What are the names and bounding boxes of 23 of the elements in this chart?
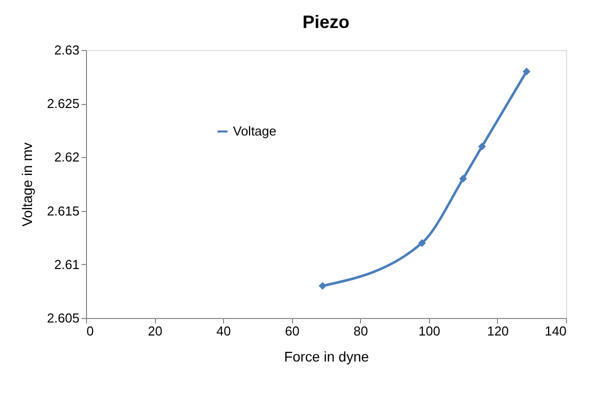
x-tick-label: 100 — [418, 324, 440, 338]
y-tick-label: 2.61 — [54, 256, 80, 272]
y-tick-label: 2.625 — [46, 96, 80, 112]
point — [478, 142, 486, 150]
x-tick-label: 140 — [544, 324, 566, 338]
x-axis-title: Force in dyne — [284, 348, 370, 364]
point — [418, 239, 426, 247]
point — [459, 174, 468, 183]
y-tick-label: 2.62 — [54, 150, 80, 165]
x-tick-label: 20 — [148, 324, 162, 338]
x-tick-label: 80 — [354, 324, 368, 338]
point — [522, 68, 530, 76]
y-tick-label: 2.615 — [46, 203, 80, 218]
chart-title: Piezo — [302, 12, 350, 32]
legend-label: Voltage — [233, 124, 276, 138]
x-tick-label: 120 — [487, 324, 509, 338]
point — [318, 282, 326, 290]
y-axis-title: Voltage in mv — [18, 142, 35, 227]
y-tick-label: 2.63 — [54, 42, 80, 58]
y-tick-label: 2.605 — [46, 310, 80, 326]
x-tick-label: 40 — [216, 324, 231, 338]
x-tick-label: 60 — [284, 324, 300, 338]
x-tick-label: 0 — [86, 324, 94, 338]
